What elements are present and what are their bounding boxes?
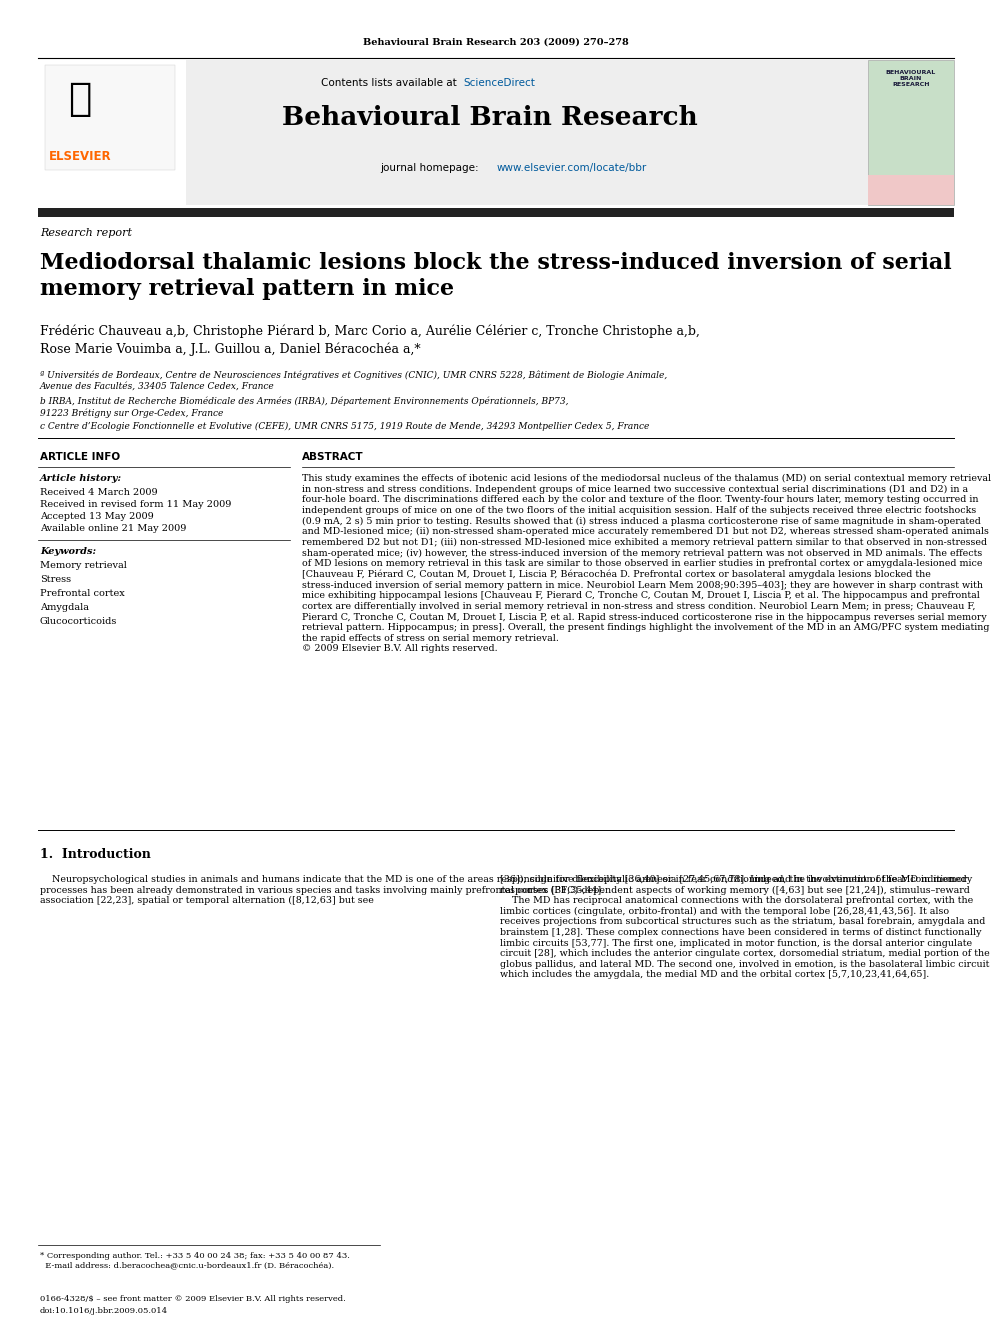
Text: www.elsevier.com/locate/bbr: www.elsevier.com/locate/bbr <box>497 163 647 173</box>
Text: Frédéric Chauveau a,b, Christophe Piérard b, Marc Corio a, Aurélie Célérier c, T: Frédéric Chauveau a,b, Christophe Piérar… <box>40 325 700 339</box>
Text: Accepted 13 May 2009: Accepted 13 May 2009 <box>40 512 154 521</box>
Text: Mediodorsal thalamic lesions block the stress-induced inversion of serial
memory: Mediodorsal thalamic lesions block the s… <box>40 251 951 300</box>
Text: BEHAVIOURAL
BRAIN
RESEARCH: BEHAVIOURAL BRAIN RESEARCH <box>886 70 936 87</box>
Text: ScienceDirect: ScienceDirect <box>463 78 535 89</box>
Text: Article history:: Article history: <box>40 474 122 483</box>
Text: Rose Marie Vouimba a, J.L. Guillou a, Daniel Béracochéa a,*: Rose Marie Vouimba a, J.L. Guillou a, Da… <box>40 343 421 356</box>
Text: ABSTRACT: ABSTRACT <box>302 452 364 462</box>
Bar <box>45 65 175 169</box>
Bar <box>868 175 954 205</box>
Text: b IRBA, Institut de Recherche Biomédicale des Armées (IRBA), Département Environ: b IRBA, Institut de Recherche Biomédical… <box>40 396 568 406</box>
Text: Prefrontal cortex: Prefrontal cortex <box>40 589 125 598</box>
Text: [36]), cognitive flexibility [36,40] or in fear conditioning and in the extincti: [36]), cognitive flexibility [36,40] or … <box>500 875 990 979</box>
Text: Neuropsychological studies in animals and humans indicate that the MD is one of : Neuropsychological studies in animals an… <box>40 875 972 905</box>
Bar <box>38 60 186 205</box>
Bar <box>38 60 954 205</box>
Text: Behavioural Brain Research 203 (2009) 270–278: Behavioural Brain Research 203 (2009) 27… <box>363 38 629 48</box>
Bar <box>38 208 954 217</box>
Text: Stress: Stress <box>40 576 71 583</box>
Text: Glucocorticoids: Glucocorticoids <box>40 617 117 626</box>
Text: ELSEVIER: ELSEVIER <box>49 149 111 163</box>
Text: 🌳: 🌳 <box>68 79 91 118</box>
Text: c Centre d’Ecologie Fonctionnelle et Evolutive (CEFE), UMR CNRS 5175, 1919 Route: c Centre d’Ecologie Fonctionnelle et Evo… <box>40 422 650 431</box>
Text: Avenue des Facultés, 33405 Talence Cedex, France: Avenue des Facultés, 33405 Talence Cedex… <box>40 382 275 392</box>
Text: doi:10.1016/j.bbr.2009.05.014: doi:10.1016/j.bbr.2009.05.014 <box>40 1307 168 1315</box>
Text: Received 4 March 2009: Received 4 March 2009 <box>40 488 158 497</box>
Text: Available online 21 May 2009: Available online 21 May 2009 <box>40 524 186 533</box>
Text: Amygdala: Amygdala <box>40 603 89 613</box>
Text: This study examines the effects of ibotenic acid lesions of the mediodorsal nucl: This study examines the effects of ibote… <box>302 474 991 654</box>
Text: 91223 Brétigny sur Orge-Cedex, France: 91223 Brétigny sur Orge-Cedex, France <box>40 407 223 418</box>
Text: 0166-4328/$ – see front matter © 2009 Elsevier B.V. All rights reserved.: 0166-4328/$ – see front matter © 2009 El… <box>40 1295 346 1303</box>
Text: ARTICLE INFO: ARTICLE INFO <box>40 452 120 462</box>
Text: Behavioural Brain Research: Behavioural Brain Research <box>282 105 698 130</box>
Text: journal homepage:: journal homepage: <box>380 163 482 173</box>
Text: 1.  Introduction: 1. Introduction <box>40 848 151 861</box>
Text: Received in revised form 11 May 2009: Received in revised form 11 May 2009 <box>40 500 231 509</box>
Text: Contents lists available at: Contents lists available at <box>321 78 460 89</box>
Bar <box>868 60 954 205</box>
Text: * Corresponding author. Tel.: +33 5 40 00 24 38; fax: +33 5 40 00 87 43.
  E-mai: * Corresponding author. Tel.: +33 5 40 0… <box>40 1252 350 1270</box>
Text: Memory retrieval: Memory retrieval <box>40 561 127 570</box>
Text: Research report: Research report <box>40 228 132 238</box>
Text: Keywords:: Keywords: <box>40 546 96 556</box>
Text: ª Universités de Bordeaux, Centre de Neurosciences Intégratives et Cognitives (C: ª Universités de Bordeaux, Centre de Neu… <box>40 370 668 380</box>
